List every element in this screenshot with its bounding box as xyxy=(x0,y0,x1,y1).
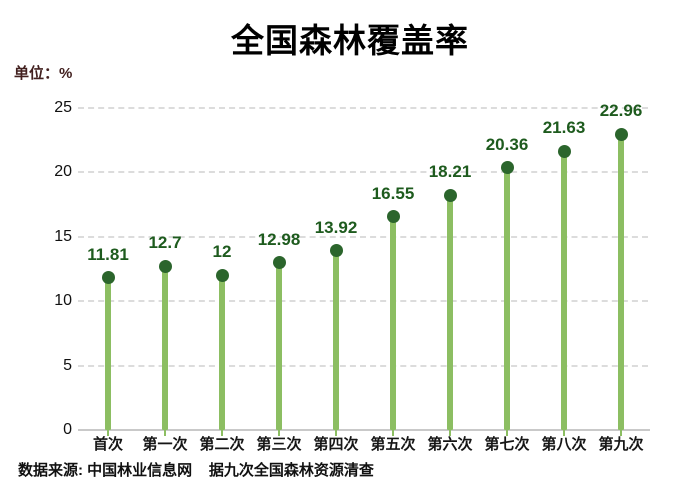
x-axis-label-第八次: 第八次 xyxy=(541,436,587,453)
x-axis-tick-第四次 xyxy=(335,430,337,436)
data-point-第一次 xyxy=(158,259,172,273)
lollipop-stem-第三次 xyxy=(276,262,282,430)
x-axis-label-首次: 首次 xyxy=(92,436,124,453)
x-axis-tick-第二次 xyxy=(221,430,223,436)
value-label-第七次: 20.36 xyxy=(485,134,529,154)
x-axis-label-第六次: 第六次 xyxy=(427,436,473,453)
x-axis-label-第四次: 第四次 xyxy=(313,436,359,453)
data-point-第三次 xyxy=(272,256,286,270)
y-axis-tick-0: 0 xyxy=(63,421,72,438)
value-label-第五次: 16.55 xyxy=(371,183,415,203)
value-label-第六次: 18.21 xyxy=(428,162,472,182)
x-axis-tick-第七次 xyxy=(506,430,508,436)
data-source-note: 数据来源: 中国林业信息网 据九次全国森林资源清查 xyxy=(18,462,374,479)
lollipop-stem-第六次 xyxy=(447,195,453,430)
x-axis-label-第一次: 第一次 xyxy=(142,436,188,453)
value-label-第二次: 12 xyxy=(212,242,232,262)
gridline-5 xyxy=(78,364,648,367)
lollipop-stem-第二次 xyxy=(219,275,225,430)
lollipop-stem-第一次 xyxy=(162,266,168,430)
gridline-25 xyxy=(78,107,648,109)
data-point-第五次 xyxy=(386,210,400,224)
x-axis-tick-第一次 xyxy=(164,430,166,436)
x-axis-tick-第六次 xyxy=(449,430,451,436)
y-axis-tick-15: 15 xyxy=(54,227,72,245)
x-axis-line xyxy=(78,429,650,431)
data-point-第七次 xyxy=(500,161,514,175)
lollipop-stem-首次 xyxy=(105,277,111,430)
chart-title: 全国森林覆盖率 xyxy=(231,22,469,59)
lollipop-stem-第七次 xyxy=(504,167,510,430)
y-axis-tick-10: 10 xyxy=(54,292,72,310)
lollipop-stem-第四次 xyxy=(333,250,339,430)
gridline-10 xyxy=(78,300,648,303)
data-point-第六次 xyxy=(443,188,457,202)
value-label-首次: 11.81 xyxy=(87,244,129,264)
value-label-第一次: 12.7 xyxy=(148,233,182,253)
x-axis-tick-第八次 xyxy=(563,430,565,436)
data-point-第四次 xyxy=(329,244,343,258)
x-axis-tick-第九次 xyxy=(620,430,622,436)
data-point-第二次 xyxy=(215,268,229,282)
x-axis-label-第七次: 第七次 xyxy=(484,436,530,453)
data-point-第八次 xyxy=(557,144,571,158)
value-label-第三次: 12.98 xyxy=(257,229,301,249)
x-axis-label-第九次: 第九次 xyxy=(598,436,644,453)
data-point-第九次 xyxy=(614,127,628,141)
x-axis-tick-第三次 xyxy=(278,430,280,436)
gridline-20 xyxy=(78,171,648,174)
value-label-第九次: 22.96 xyxy=(599,101,643,121)
y-axis-tick-20: 20 xyxy=(54,163,72,181)
x-axis-label-第五次: 第五次 xyxy=(370,436,416,453)
x-axis-tick-首次 xyxy=(107,430,109,436)
y-axis-tick-5: 5 xyxy=(63,356,72,374)
gridline-15 xyxy=(78,235,648,238)
lollipop-stem-第八次 xyxy=(561,151,567,430)
x-axis-label-第三次: 第三次 xyxy=(256,436,302,453)
x-axis-label-第二次: 第二次 xyxy=(199,436,245,453)
value-label-第四次: 13.92 xyxy=(314,217,358,237)
lollipop-stem-第五次 xyxy=(390,216,396,430)
y-axis-tick-25: 25 xyxy=(54,99,72,116)
value-label-第八次: 21.63 xyxy=(542,118,586,138)
lollipop-stem-第九次 xyxy=(618,134,624,430)
data-point-首次 xyxy=(101,271,115,285)
unit-label: 单位：% xyxy=(14,65,73,82)
x-axis-tick-第五次 xyxy=(392,430,394,436)
